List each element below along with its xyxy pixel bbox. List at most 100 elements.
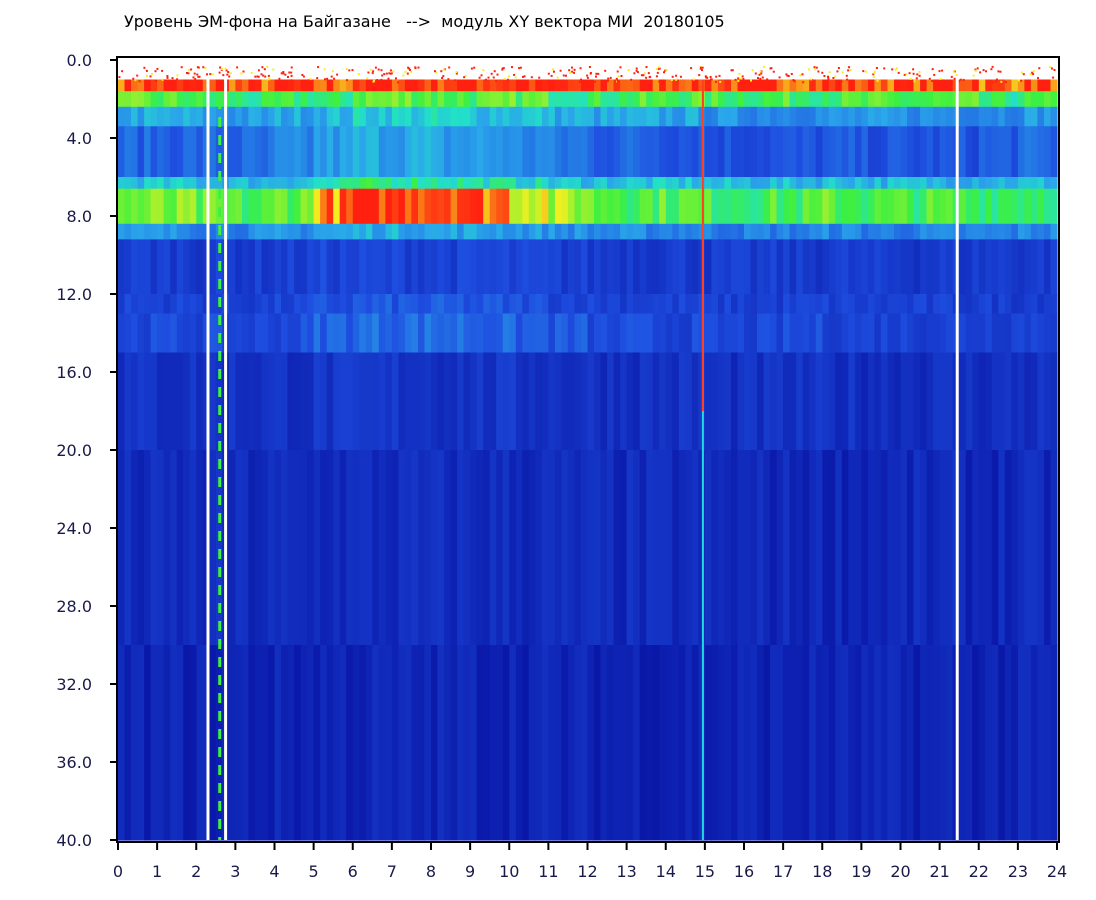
heatmap-cell [867,223,875,240]
heatmap-cell [965,450,973,646]
heatmap-cell [391,645,399,841]
heatmap-cell [515,188,523,225]
heatmap-cell [450,313,458,354]
heatmap-cell [287,294,295,315]
heatmap-speck [582,80,584,83]
heatmap-cell [352,352,360,451]
heatmap-cell [835,352,843,451]
heatmap-cell [398,106,406,127]
heatmap-speck [250,71,253,74]
heatmap-cell [307,126,315,178]
x-tick-label: 7 [387,862,397,881]
x-tick-label: 19 [851,862,871,881]
heatmap-cell [215,126,223,178]
heatmap-cell [391,239,399,295]
heatmap-cell [502,106,510,127]
heatmap-speck [976,67,979,70]
heatmap-cell [581,177,589,190]
heatmap-cell [809,126,817,178]
heatmap-speck [750,79,752,82]
heatmap-speck [290,71,293,74]
heatmap-cell [326,450,334,646]
heatmap-cell [502,294,510,315]
heatmap-cell [959,313,967,354]
heatmap-cell [131,188,139,225]
heatmap-cell [933,294,941,315]
heatmap-cell [978,126,986,178]
heatmap-cell [535,450,543,646]
x-tick-label: 15 [695,862,715,881]
heatmap-speck [392,70,395,73]
heatmap-cell [320,645,328,841]
heatmap-cell [646,313,654,354]
heatmap-cell [131,450,139,646]
heatmap-speck [778,76,781,79]
heatmap-cell [809,91,817,108]
heatmap-cell [959,177,967,190]
heatmap-cell [248,239,256,295]
heatmap-cell [176,645,184,841]
data-gap-line [955,79,959,840]
heatmap-speck [649,75,652,78]
heatmap-speck [502,67,505,70]
heatmap-cell [659,106,667,127]
heatmap-cell [548,645,556,841]
heatmap-cell [685,126,693,178]
heatmap-cell [137,294,145,315]
heatmap-cell [528,106,536,127]
heatmap-cell [431,106,439,127]
heatmap-cell [639,188,647,225]
heatmap-cell [144,645,152,841]
heatmap-cell [815,239,823,295]
heatmap-cell [991,188,999,225]
heatmap-cell [261,106,269,127]
heatmap-cell [281,645,289,841]
heatmap-cell [176,223,184,240]
heatmap-cell [404,79,412,92]
heatmap-speck [737,79,740,82]
heatmap-cell [620,645,628,841]
heatmap-cell [444,177,452,190]
heatmap-cell [1037,645,1045,841]
x-tick-label: 21 [929,862,949,881]
heatmap-cell [424,450,432,646]
heatmap-cell [678,294,686,315]
heatmap-cell [352,106,360,127]
heatmap-cell [854,239,862,295]
heatmap-cell [926,352,934,451]
heatmap-cell [261,313,269,354]
heatmap-cell [561,79,569,92]
y-tick-label: 24.0 [56,519,92,538]
heatmap-cell [835,239,843,295]
heatmap-cell [717,188,725,225]
heatmap-cell [939,106,947,127]
heatmap-cell [1011,239,1019,295]
heatmap-speck [862,70,865,73]
heatmap-cell [985,313,993,354]
heatmap-cell [665,79,673,92]
heatmap-speck [369,68,372,71]
heatmap-cell [809,177,817,190]
heatmap-cell [913,188,921,225]
heatmap-cell [496,126,504,178]
heatmap-cell [170,188,178,225]
heatmap-speck [257,75,260,78]
y-tick-label: 28.0 [56,597,92,616]
x-tick-label: 17 [773,862,793,881]
heatmap-cell [209,352,217,451]
heatmap-speck [664,69,667,72]
heatmap-speck [950,75,953,78]
heatmap-cell [633,239,641,295]
heatmap-cell [613,223,621,240]
heatmap-cell [131,79,139,92]
heatmap-cell [457,106,465,127]
heatmap-cell [248,223,256,240]
heatmap-cell [822,91,830,108]
heatmap-cell [594,450,602,646]
heatmap-cell [828,126,836,178]
heatmap-cell [150,223,158,240]
heatmap-cell [1004,106,1012,127]
heatmap-cell [848,645,856,841]
heatmap-cell [737,239,745,295]
heatmap-cell [998,313,1006,354]
